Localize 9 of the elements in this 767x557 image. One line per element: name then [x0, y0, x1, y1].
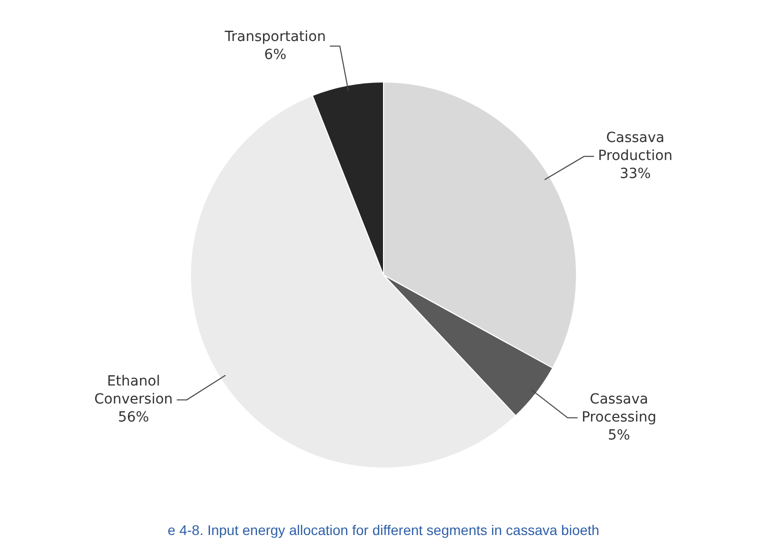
slice-label: Transportation	[224, 28, 326, 45]
data-label: 6%	[264, 46, 286, 63]
slice-label: Cassava Processing	[582, 391, 656, 426]
data-label: 56%	[118, 409, 150, 426]
data-label: 33%	[620, 166, 651, 182]
slice-label: Ethanol Conversion	[94, 373, 173, 408]
data-label: 5%	[608, 427, 630, 444]
slice-label: Cassava Production	[598, 130, 673, 164]
text: e 4-8. Input energy allocation for different segments in cassava bioeth	[166, 522, 600, 538]
